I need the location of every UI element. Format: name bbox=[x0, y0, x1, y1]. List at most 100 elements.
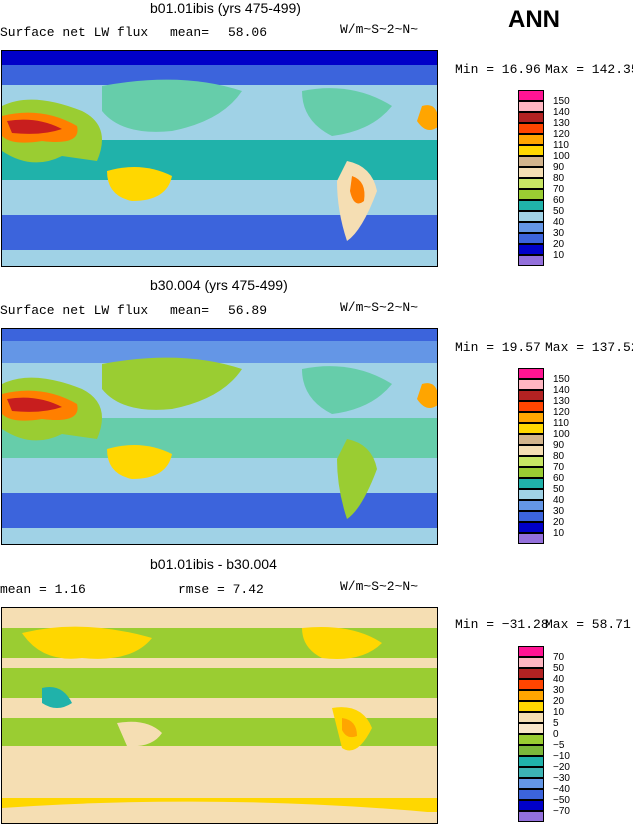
panel1-variable-label: Surface net LW flux bbox=[0, 25, 149, 40]
legend-label: −40 bbox=[553, 784, 570, 795]
legend-label: 90 bbox=[553, 440, 565, 451]
legend-label: 70 bbox=[553, 184, 565, 195]
north-america-warm-patch bbox=[302, 627, 382, 659]
season-label: ANN bbox=[508, 6, 560, 33]
legend-label: 70 bbox=[553, 652, 565, 663]
legend-swatch bbox=[518, 723, 544, 734]
southern-band bbox=[2, 758, 437, 778]
legend-label: −50 bbox=[553, 795, 570, 806]
legend-swatch bbox=[518, 445, 544, 456]
south-america-land bbox=[337, 439, 377, 519]
antarctic-band bbox=[2, 493, 437, 528]
legend-label: 130 bbox=[553, 118, 570, 129]
panel3-units: W/m~S~2~N~ bbox=[340, 579, 419, 594]
legend-label: 110 bbox=[553, 418, 569, 429]
legend-label: 100 bbox=[553, 429, 570, 440]
legend-swatch bbox=[518, 657, 544, 668]
panel2-units: W/m~S~2~N~ bbox=[340, 300, 419, 315]
tropical-south-band bbox=[2, 718, 437, 746]
legend-swatch bbox=[518, 412, 544, 423]
legend-swatch bbox=[518, 789, 544, 800]
legend-swatch bbox=[518, 368, 544, 379]
legend-label: 0 bbox=[553, 729, 559, 740]
panel1-title: b01.01ibis (yrs 475-499) bbox=[150, 0, 301, 16]
legend-swatch bbox=[518, 745, 544, 756]
legend-label: 80 bbox=[553, 173, 565, 184]
legend-label: 5 bbox=[553, 718, 559, 729]
antarctica bbox=[2, 528, 437, 544]
legend-label: −70 bbox=[553, 806, 570, 817]
legend-label: 30 bbox=[553, 685, 565, 696]
legend-swatch bbox=[518, 222, 544, 233]
panel2-variable-label: Surface net LW flux bbox=[0, 303, 149, 318]
south-america-hotspot bbox=[350, 176, 365, 204]
legend-label: 20 bbox=[553, 239, 565, 250]
east-edge-hotspot bbox=[417, 105, 437, 130]
antarctica bbox=[2, 801, 437, 823]
panel2-mean-value: 56.89 bbox=[228, 303, 268, 318]
legend-swatch bbox=[518, 112, 544, 123]
legend-swatch bbox=[518, 467, 544, 478]
australia-land bbox=[107, 167, 172, 201]
panel2-map bbox=[1, 328, 438, 545]
australia-patch bbox=[117, 721, 162, 747]
legend-swatch bbox=[518, 200, 544, 211]
legend-label: 20 bbox=[553, 696, 565, 707]
legend-swatch bbox=[518, 756, 544, 767]
legend-swatch bbox=[518, 189, 544, 200]
asia-land bbox=[102, 79, 242, 132]
antarctica bbox=[2, 250, 437, 266]
legend-label: 50 bbox=[553, 206, 565, 217]
legend-label: −5 bbox=[553, 740, 565, 751]
panel1-map bbox=[1, 50, 438, 267]
legend-swatch bbox=[518, 211, 544, 222]
legend-label: 150 bbox=[553, 96, 570, 107]
panel1-mean-value: 58.06 bbox=[228, 25, 268, 40]
legend-label: 80 bbox=[553, 451, 565, 462]
legend-label: −20 bbox=[553, 762, 570, 773]
legend-label: 100 bbox=[553, 151, 570, 162]
panel1-mean-label: mean= bbox=[170, 25, 210, 40]
legend-swatch bbox=[518, 423, 544, 434]
panel2-min: Min = 19.57 bbox=[455, 340, 541, 355]
legend-label: 120 bbox=[553, 407, 570, 418]
legend-swatch bbox=[518, 712, 544, 723]
legend-swatch bbox=[518, 533, 544, 544]
legend-swatch bbox=[518, 478, 544, 489]
north-america-land bbox=[302, 366, 392, 414]
legend-swatch bbox=[518, 456, 544, 467]
legend-label: 70 bbox=[553, 462, 565, 473]
legend-swatch bbox=[518, 500, 544, 511]
legend-label: −30 bbox=[553, 773, 570, 784]
legend-label: 20 bbox=[553, 517, 565, 528]
legend-swatch bbox=[518, 701, 544, 712]
legend-label: 60 bbox=[553, 473, 565, 484]
legend-swatch bbox=[518, 811, 544, 822]
australia-land bbox=[107, 445, 172, 479]
legend-label: 140 bbox=[553, 107, 570, 118]
legend-label: 10 bbox=[553, 250, 565, 261]
legend-label: 60 bbox=[553, 195, 565, 206]
legend-label: 10 bbox=[553, 707, 565, 718]
panel3-min: Min = −31.28 bbox=[455, 617, 549, 632]
legend-label: 10 bbox=[553, 528, 565, 539]
legend-swatch bbox=[518, 167, 544, 178]
legend-label: −10 bbox=[553, 751, 570, 762]
sahara-core bbox=[7, 119, 62, 134]
legend-swatch bbox=[518, 145, 544, 156]
legend-swatch bbox=[518, 668, 544, 679]
legend-swatch bbox=[518, 734, 544, 745]
legend-swatch bbox=[518, 511, 544, 522]
legend-label: 120 bbox=[553, 129, 570, 140]
legend-label: 40 bbox=[553, 674, 565, 685]
legend-label: 40 bbox=[553, 495, 565, 506]
legend-swatch bbox=[518, 489, 544, 500]
africa-cool-patch bbox=[42, 687, 72, 708]
legend-swatch bbox=[518, 90, 544, 101]
legend-label: 50 bbox=[553, 663, 565, 674]
legend-swatch bbox=[518, 255, 544, 266]
subarctic-band bbox=[2, 341, 437, 363]
legend-swatch bbox=[518, 778, 544, 789]
panel3-title: b01.01ibis - b30.004 bbox=[150, 556, 277, 572]
panel2-title: b30.004 (yrs 475-499) bbox=[150, 277, 288, 293]
